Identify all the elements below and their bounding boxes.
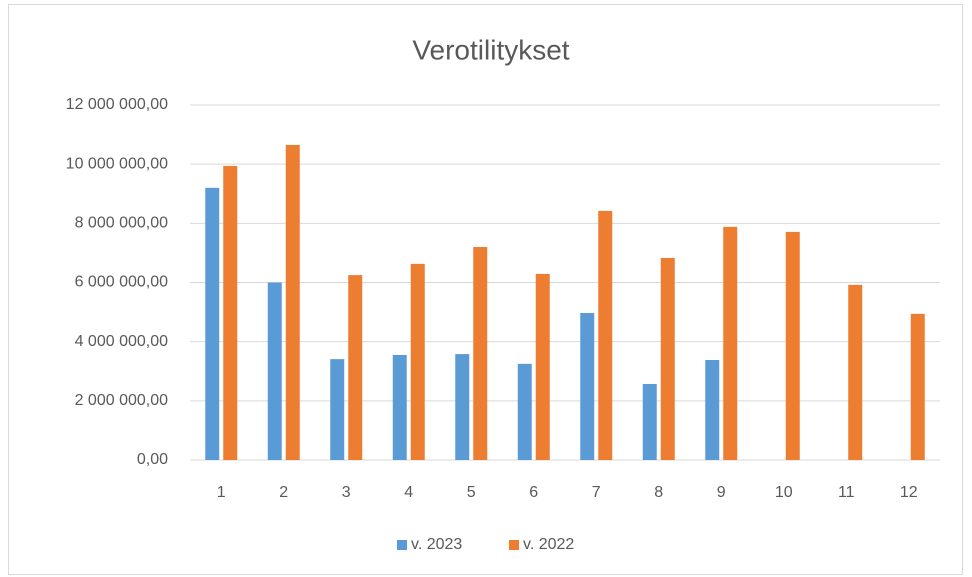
x-tick-label: 12 [900, 484, 918, 501]
bar [660, 257, 675, 460]
bar [723, 226, 738, 460]
y-tick-label: 12 000 000,00 [66, 96, 168, 113]
bar [285, 144, 300, 460]
y-tick-label: 4 000 000,00 [75, 333, 169, 350]
x-tick-label: 9 [717, 484, 726, 501]
x-tick-label: 7 [592, 484, 601, 501]
bar [785, 231, 800, 460]
x-tick-label: 8 [654, 484, 663, 501]
legend-label: v. 2023 [411, 536, 462, 553]
bar [330, 359, 345, 460]
x-tick-label: 1 [217, 484, 226, 501]
bar [535, 273, 550, 460]
y-tick-label: 0,00 [137, 451, 168, 468]
x-tick-label: 4 [404, 484, 413, 501]
chart-title: Verotilitykset [412, 34, 569, 65]
bar [392, 354, 407, 460]
bar [348, 275, 363, 460]
legend-swatch [509, 540, 519, 550]
legend-label: v. 2022 [523, 536, 574, 553]
bar [848, 284, 863, 460]
x-tick-label: 11 [838, 484, 855, 501]
bar [410, 263, 425, 460]
x-tick-label: 10 [775, 484, 793, 501]
bar [910, 313, 925, 460]
y-tick-label: 8 000 000,00 [75, 215, 169, 232]
y-tick-label: 10 000 000,00 [66, 155, 168, 172]
x-tick-label: 6 [529, 484, 538, 501]
bar [267, 282, 282, 460]
bar [642, 383, 657, 460]
y-tick-label: 6 000 000,00 [75, 274, 169, 291]
y-tick-label: 2 000 000,00 [75, 392, 169, 409]
bar [455, 354, 470, 460]
bar [223, 165, 238, 461]
x-tick-label: 2 [279, 484, 288, 501]
bar [580, 312, 595, 460]
bar [205, 187, 220, 461]
bar [705, 360, 720, 460]
bar [598, 210, 613, 460]
x-tick-label: 5 [467, 484, 476, 501]
bar [517, 363, 532, 460]
x-tick-label: 3 [342, 484, 351, 501]
bar [473, 247, 488, 460]
legend-swatch [397, 540, 407, 550]
